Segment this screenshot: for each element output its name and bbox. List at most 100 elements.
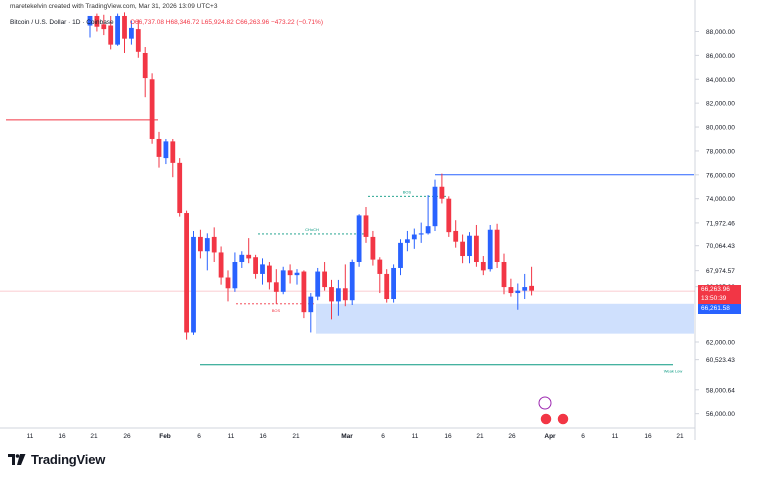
candle-body[interactable]	[273, 282, 279, 292]
candle-body[interactable]	[322, 271, 327, 288]
x-tick-label: 21	[90, 433, 98, 440]
candle-body[interactable]	[267, 265, 272, 283]
candle-body[interactable]	[480, 261, 486, 271]
candle-body[interactable]	[239, 254, 245, 262]
candle-body[interactable]	[211, 236, 217, 253]
candle-body[interactable]	[522, 287, 528, 291]
candle-body[interactable]	[356, 215, 362, 262]
candle-body[interactable]	[329, 287, 334, 302]
x-tick-label: 11	[412, 433, 419, 440]
candle-body[interactable]	[246, 254, 252, 259]
candle-body[interactable]	[149, 79, 155, 139]
x-tick-label: 16	[644, 433, 652, 440]
ohlc-readout: O66,737.08 H68,346.72 L65,924.82 C66,263…	[130, 19, 323, 26]
candle-body[interactable]	[156, 138, 162, 157]
candle-body[interactable]	[398, 242, 403, 268]
candle-body[interactable]	[391, 267, 396, 300]
x-tick-label: Mar	[341, 433, 353, 440]
candle-body[interactable]	[439, 186, 445, 199]
y-tick-label: 82,000.00	[706, 101, 735, 108]
y-tick-label: 62,000.00	[706, 340, 735, 347]
flag-event-icon[interactable]	[539, 412, 553, 426]
candle-body[interactable]	[405, 239, 410, 243]
candle-body[interactable]	[122, 15, 127, 39]
x-tick-label: 6	[381, 433, 385, 440]
candle-body[interactable]	[184, 213, 189, 333]
x-tick-label: 21	[476, 433, 484, 440]
symbol-title[interactable]: Bitcoin / U.S. Dollar · 1D · Coinbase	[10, 19, 114, 26]
candle-body[interactable]	[170, 141, 176, 163]
candle-body[interactable]	[218, 252, 224, 278]
candle-body[interactable]	[204, 238, 210, 252]
candle-body[interactable]	[508, 287, 514, 294]
candle-body[interactable]	[287, 270, 293, 276]
candle-body[interactable]	[198, 236, 203, 252]
tradingview-logo[interactable]: TradingView	[8, 452, 105, 467]
event-icon[interactable]	[538, 396, 552, 410]
x-tick-label: 21	[292, 433, 300, 440]
candle-body[interactable]	[142, 52, 148, 79]
candle-body[interactable]	[494, 229, 500, 262]
candle-body[interactable]	[225, 277, 231, 289]
candle-body[interactable]	[411, 234, 417, 240]
y-tick-label: 74,000.00	[706, 196, 735, 203]
candle-body[interactable]	[487, 229, 493, 270]
x-tick-label: 6	[581, 433, 585, 440]
candle-body[interactable]	[515, 290, 521, 294]
y-tick-label: 76,000.00	[706, 172, 735, 179]
candle-body[interactable]	[363, 215, 369, 237]
x-tick-label: 16	[58, 433, 66, 440]
candle-body[interactable]	[453, 230, 459, 242]
bos-label-low: BOS	[272, 308, 281, 313]
candle-body[interactable]	[529, 285, 534, 291]
candle-body[interactable]	[315, 271, 321, 297]
candle-body[interactable]	[191, 236, 196, 333]
candle-body[interactable]	[336, 288, 341, 302]
x-tick-label: 11	[228, 433, 235, 440]
candle-body[interactable]	[432, 186, 438, 227]
candle-body[interactable]	[301, 271, 307, 313]
y-tick-label: 80,000.00	[706, 125, 735, 132]
candle-body[interactable]	[501, 261, 507, 288]
candle-body[interactable]	[94, 15, 100, 27]
x-tick-label: 6	[197, 433, 201, 440]
candle-body[interactable]	[460, 241, 465, 257]
candle-body[interactable]	[163, 141, 169, 159]
bos-label-high: BOS	[403, 189, 412, 194]
demand-zone[interactable]	[316, 303, 694, 334]
candle-body[interactable]	[377, 259, 383, 274]
y-tick-label: 56,000.00	[706, 411, 735, 418]
tradingview-logo-icon	[8, 454, 26, 465]
candle-body[interactable]	[474, 235, 479, 262]
candle-body[interactable]	[108, 25, 114, 45]
candle-body[interactable]	[384, 273, 390, 300]
candle-body[interactable]	[280, 270, 286, 292]
x-tick-label: Apr	[544, 433, 556, 440]
y-tick-label: 67,974.57	[706, 268, 735, 275]
candle-body[interactable]	[135, 29, 141, 52]
y-tick-label: 58,000.64	[706, 387, 735, 394]
candle-body[interactable]	[425, 226, 431, 234]
candle-body[interactable]	[253, 257, 258, 274]
last-price-tag: 66,263.96	[698, 285, 741, 295]
candle-body[interactable]	[418, 233, 424, 235]
candle-body[interactable]	[232, 261, 238, 289]
flag-event-icon[interactable]	[556, 412, 570, 426]
candle-body[interactable]	[467, 235, 472, 257]
candle-body[interactable]	[87, 15, 93, 26]
candle-body[interactable]	[342, 288, 348, 301]
candle-body[interactable]	[101, 24, 107, 30]
y-tick-label: 88,000.00	[706, 29, 735, 36]
candle-body[interactable]	[446, 198, 452, 233]
y-tick-label: 71,972.46	[706, 220, 735, 227]
candle-body[interactable]	[349, 261, 355, 301]
x-tick-label: Feb	[159, 433, 171, 440]
candle-body[interactable]	[177, 162, 183, 214]
candle-body[interactable]	[129, 27, 134, 39]
candle-body[interactable]	[115, 15, 120, 45]
candle-body[interactable]	[260, 264, 265, 274]
candle-body[interactable]	[308, 296, 314, 313]
candle-body[interactable]	[294, 272, 300, 276]
candle-body[interactable]	[370, 236, 376, 260]
